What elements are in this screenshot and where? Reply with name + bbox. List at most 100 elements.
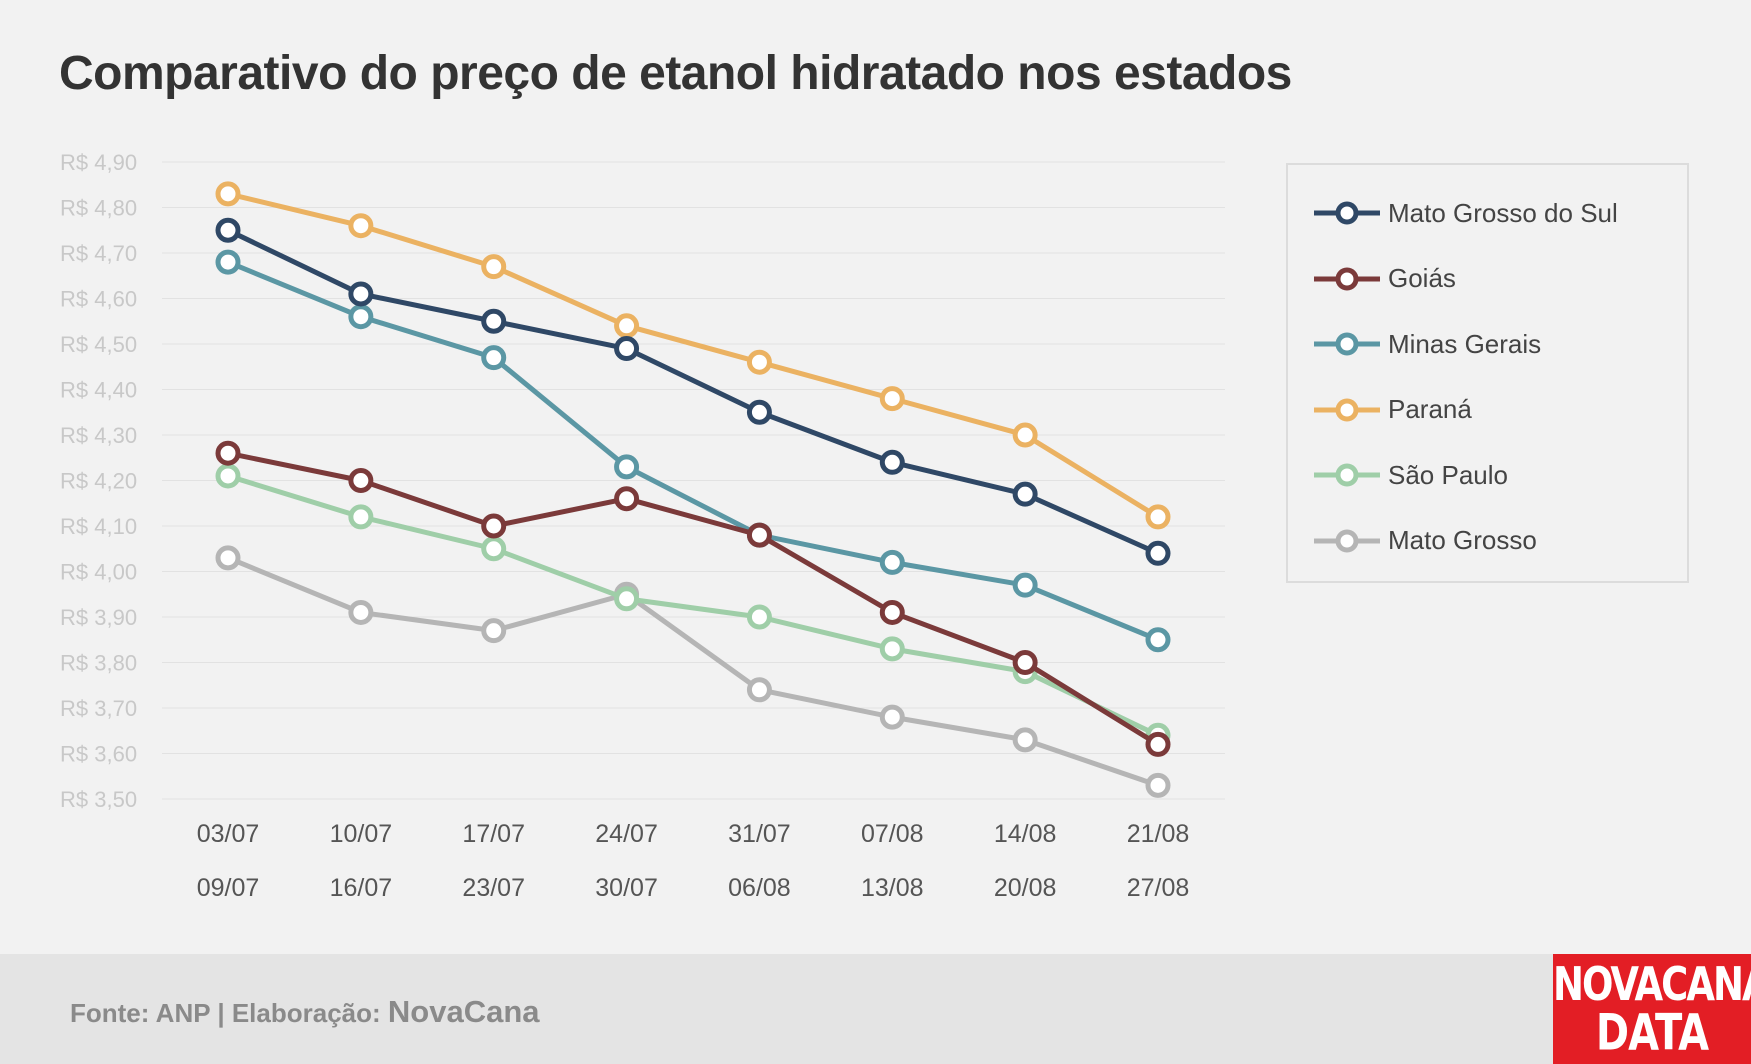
y-tick-label: R$ 4,50	[60, 332, 137, 357]
series-0	[215, 217, 1171, 566]
x-tick-label-end: 30/07	[595, 874, 658, 902]
series-4	[215, 463, 1171, 748]
data-point	[614, 336, 640, 362]
y-tick-label: R$ 4,00	[60, 560, 137, 585]
data-point	[481, 308, 507, 334]
y-tick-label: R$ 4,10	[60, 514, 137, 539]
data-point	[1145, 540, 1171, 566]
data-point	[215, 181, 241, 207]
legend-label: Minas Gerais	[1388, 328, 1542, 359]
legend-swatch	[1314, 267, 1380, 290]
legend-label: São Paulo	[1388, 459, 1508, 490]
y-tick-label: R$ 3,80	[60, 651, 137, 676]
novacana-data-logo: NOVACANA DATA	[1553, 954, 1751, 1064]
x-tick-label-start: 07/08	[861, 820, 924, 848]
legend-item: Paraná	[1312, 390, 1472, 430]
data-point	[614, 454, 640, 480]
x-axis-ticks: 03/07 09/07 10/07 16/07 17/07 23/07 24/07 30/07…	[197, 820, 1190, 902]
data-point	[879, 549, 905, 575]
x-tick-label-end: 27/08	[1127, 874, 1190, 902]
data-point	[348, 504, 374, 530]
x-tick-label-end: 13/08	[861, 874, 924, 902]
data-point	[215, 463, 241, 489]
data-point	[614, 313, 640, 339]
legend-item: Mato Grosso do Sul	[1312, 193, 1618, 233]
data-point	[215, 545, 241, 571]
source-brand: NovaCana	[387, 994, 540, 1029]
logo-line-2: DATA	[1595, 1003, 1709, 1062]
legend-swatch	[1314, 332, 1380, 356]
legend-item: São Paulo	[1312, 455, 1508, 495]
legend-swatch	[1314, 529, 1380, 552]
legend-label: Paraná	[1388, 394, 1472, 424]
data-point	[481, 513, 507, 539]
footer: Fonte: ANP | Elaboração: NovaCana	[0, 954, 1751, 1064]
data-point	[1012, 650, 1038, 675]
legend-item: Goiás	[1312, 259, 1456, 299]
x-tick-label-start: 17/07	[462, 820, 525, 848]
legend-swatch	[1314, 463, 1380, 487]
data-point	[879, 386, 905, 412]
y-tick-label: R$ 3,70	[60, 696, 137, 721]
data-point	[481, 618, 507, 644]
series-1	[215, 440, 1171, 757]
data-point	[1145, 504, 1171, 530]
data-point	[746, 604, 772, 630]
legend-item: Minas Gerais	[1312, 324, 1541, 364]
y-axis-ticks: R$ 4,90 R$ 4,80 R$ 4,70 R$ 4,60 R$ 4,50 R$ 4,…	[60, 150, 137, 812]
y-tick-label: R$ 4,20	[60, 469, 137, 494]
data-point	[746, 399, 772, 425]
data-point	[215, 440, 241, 466]
x-tick-label-end: 09/07	[197, 874, 260, 902]
source-label: Fonte: ANP | Elaboração:	[70, 998, 381, 1028]
x-tick-label-end: 20/08	[994, 874, 1057, 902]
data-point	[348, 599, 374, 625]
series-line	[227, 473, 1160, 738]
data-point	[614, 486, 640, 512]
series-line	[227, 450, 1160, 747]
data-point	[746, 677, 772, 703]
series-lines	[215, 181, 1171, 798]
data-point	[215, 249, 241, 275]
series-2	[215, 249, 1171, 653]
x-tick-label-start: 21/08	[1127, 820, 1190, 848]
data-point	[1012, 727, 1038, 753]
legend-swatch	[1314, 201, 1380, 225]
data-point	[481, 254, 507, 280]
data-point	[879, 599, 905, 625]
y-tick-label: R$ 4,60	[60, 287, 137, 312]
x-tick-label-start: 10/07	[330, 820, 393, 848]
legend-swatch	[1314, 398, 1380, 421]
y-tick-label: R$ 4,70	[60, 241, 137, 266]
data-point	[1145, 627, 1171, 653]
data-point	[215, 217, 241, 243]
y-tick-label: R$ 3,50	[60, 787, 137, 812]
series-line	[227, 555, 1159, 788]
x-tick-label-end: 16/07	[330, 874, 393, 902]
data-point	[1012, 422, 1038, 448]
data-point	[746, 349, 772, 375]
y-tick-label: R$ 4,30	[60, 423, 137, 448]
y-tick-label: R$ 3,90	[60, 605, 137, 630]
series-line	[226, 227, 1160, 556]
data-point	[348, 281, 374, 307]
legend-item: Mato Grosso	[1312, 521, 1537, 561]
data-point	[1012, 481, 1038, 507]
data-point	[348, 213, 374, 239]
gridlines	[162, 161, 1225, 800]
data-point	[746, 522, 772, 548]
legend: Mato Grosso do Sul Goiás Minas Gerais Paran…	[1286, 163, 1689, 583]
data-point	[879, 449, 905, 475]
data-point	[1012, 572, 1038, 598]
legend-label: Mato Grosso	[1388, 525, 1537, 555]
data-point	[1145, 731, 1171, 757]
legend-label: Goiás	[1388, 263, 1456, 293]
chart-title: Comparativo do preço de etanol hidratado…	[59, 47, 1292, 100]
x-tick-label-end: 23/07	[462, 874, 525, 902]
x-tick-label-start: 24/07	[595, 820, 658, 848]
data-point	[348, 304, 374, 330]
y-tick-label: R$ 4,80	[60, 196, 137, 221]
legend-label: Mato Grosso do Sul	[1388, 197, 1618, 228]
x-tick-label-end: 06/08	[728, 874, 791, 902]
data-point	[481, 345, 507, 371]
